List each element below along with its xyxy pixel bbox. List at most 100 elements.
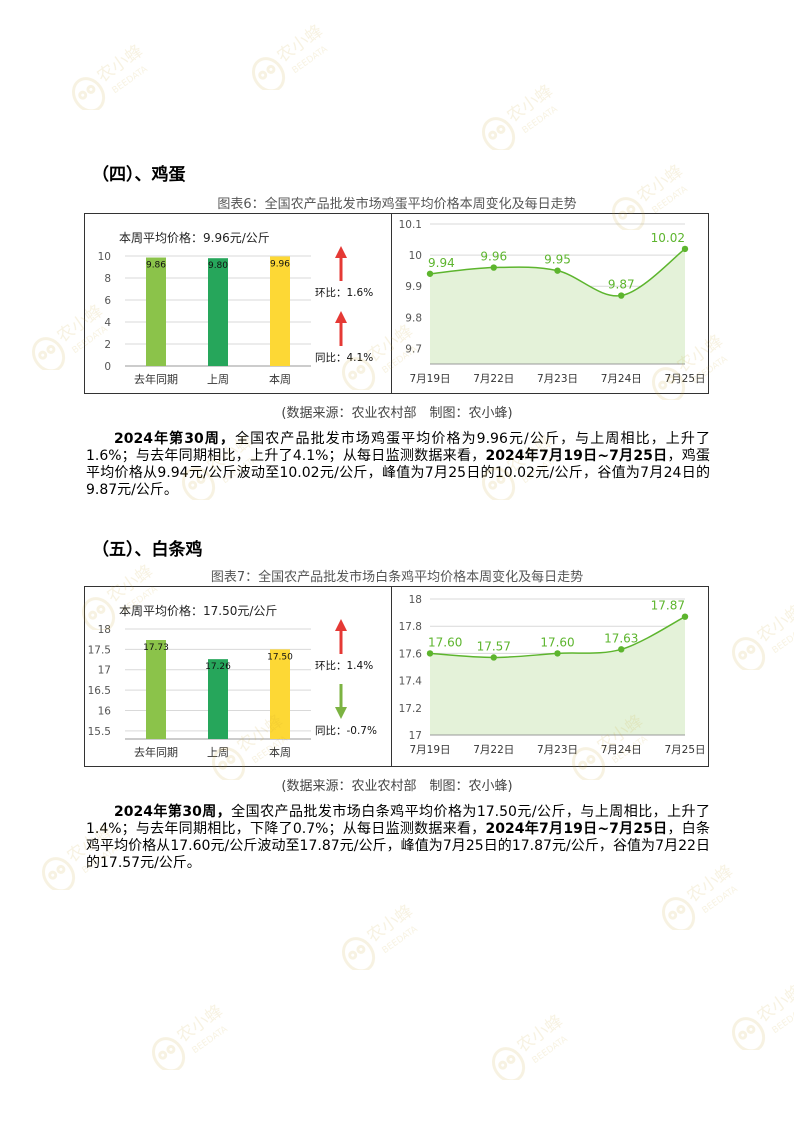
yoy-ratio-arrow-shaft bbox=[339, 322, 343, 346]
svg-text:农小蜂: 农小蜂 bbox=[174, 1001, 227, 1047]
paragraph-eggs: 2024年第30周，全国农产品批发市场鸡蛋平均价格为9.96元/公斤，与上周相比… bbox=[86, 431, 710, 499]
panel-divider bbox=[391, 214, 392, 393]
y-tick-label: 17 bbox=[409, 730, 422, 742]
x-category-label: 去年同期 bbox=[134, 745, 178, 759]
data-point bbox=[426, 650, 434, 657]
y-tick-label: 9.7 bbox=[405, 343, 422, 355]
data-source-eggs: (数据来源：农业农村部 制图：农小蜂) bbox=[281, 406, 513, 421]
x-category-label: 7月22日 bbox=[473, 744, 514, 756]
bar-2 bbox=[270, 649, 290, 739]
y-tick-label: 2 bbox=[104, 339, 111, 351]
data-label: 17.60 bbox=[540, 635, 574, 649]
data-label: 17.87 bbox=[651, 599, 685, 613]
chart-panel-eggs: 本周平均价格：9.96元/公斤 0 2 4 6 8 10 9.86 去年同期 9.80 上周 9.96… bbox=[84, 213, 709, 394]
ring-ratio-arrow-shaft bbox=[339, 257, 343, 281]
paragraph-chicken: 2024年第30周，全国农产品批发市场白条鸡平均价格为17.50元/公斤，与上周… bbox=[86, 804, 710, 872]
y-tick-label: 17.5 bbox=[88, 644, 111, 656]
x-category-label: 7月23日 bbox=[537, 744, 578, 756]
svg-text:BEEDATA: BEEDATA bbox=[701, 884, 741, 916]
svg-text:BEEDATA: BEEDATA bbox=[191, 1024, 231, 1056]
bar-value-label: 17.73 bbox=[143, 643, 169, 653]
data-point bbox=[618, 646, 625, 653]
y-tick-label: 6 bbox=[104, 295, 111, 307]
y-tick-label: 16.5 bbox=[88, 685, 111, 697]
bar-chart-eggs: 本周平均价格：9.96元/公斤 0 2 4 6 8 10 9.86 去年同期 9.80 上周 9.96… bbox=[98, 230, 311, 386]
para-text: 全国农产品批发市场鸡蛋平均价格为9.96元/公斤，与上周相比，上升了1.6%；与… bbox=[86, 431, 710, 464]
svg-text:BEEDATA: BEEDATA bbox=[531, 1034, 571, 1066]
bar-0 bbox=[146, 640, 166, 739]
x-category-label: 7月22日 bbox=[473, 373, 514, 385]
section-title-chicken: （五）、白条鸡 bbox=[92, 540, 203, 560]
x-category-label: 7月24日 bbox=[601, 373, 642, 385]
x-category-label: 7月19日 bbox=[409, 373, 450, 385]
yoy-ratio-label: 同比：-0.7% bbox=[315, 724, 377, 737]
side-indicators-chicken: 环比：1.4% 同比：-0.7% bbox=[315, 619, 377, 737]
figure-caption-eggs: 图表6：全国农产品批发市场鸡蛋平均价格本周变化及每日走势 bbox=[217, 197, 577, 212]
x-category-label: 本周 bbox=[269, 372, 291, 386]
svg-text:BEEDATA: BEEDATA bbox=[521, 104, 561, 136]
svg-text:农小蜂: 农小蜂 bbox=[364, 901, 417, 947]
para-text: ，白条鸡平均价格从17.60元/公斤波动至17.87元/公斤，峰值为7月25日的… bbox=[86, 821, 710, 871]
svg-text:农小蜂: 农小蜂 bbox=[514, 1011, 567, 1057]
data-label: 9.96 bbox=[480, 250, 507, 264]
weekly-average-label: 本周平均价格：17.50元/公斤 bbox=[119, 603, 277, 618]
y-tick-label: 10.1 bbox=[399, 219, 422, 231]
data-label: 17.63 bbox=[604, 631, 638, 645]
panel-divider bbox=[391, 587, 392, 766]
data-label: 9.87 bbox=[608, 278, 635, 292]
x-category-label: 7月24日 bbox=[601, 744, 642, 756]
x-category-label: 上周 bbox=[207, 746, 229, 759]
weekly-average-label: 本周平均价格：9.96元/公斤 bbox=[119, 230, 270, 245]
bar-2 bbox=[270, 256, 290, 366]
data-point bbox=[490, 264, 497, 271]
svg-text:农小蜂: 农小蜂 bbox=[754, 601, 794, 647]
y-tick-label: 17.2 bbox=[399, 703, 422, 715]
svg-text:农小蜂: 农小蜂 bbox=[274, 21, 327, 67]
x-category-label: 7月19日 bbox=[409, 744, 450, 756]
svg-text:农小蜂: 农小蜂 bbox=[504, 81, 557, 127]
svg-text:BEEDATA: BEEDATA bbox=[291, 44, 331, 76]
yoy-ratio-up-arrow-icon bbox=[335, 311, 347, 323]
data-point bbox=[681, 613, 689, 620]
y-tick-label: 17.4 bbox=[399, 676, 423, 688]
data-point bbox=[426, 270, 434, 277]
bar-value-label: 17.50 bbox=[267, 652, 293, 662]
yoy-ratio-arrow-shaft bbox=[339, 684, 343, 708]
data-point bbox=[554, 267, 561, 274]
svg-text:BEEDATA: BEEDATA bbox=[771, 1004, 794, 1036]
y-tick-label: 8 bbox=[104, 273, 111, 285]
svg-text:农小蜂: 农小蜂 bbox=[754, 981, 794, 1027]
data-label: 10.02 bbox=[651, 231, 685, 245]
y-tick-label: 4 bbox=[104, 317, 111, 329]
y-tick-label: 10 bbox=[409, 250, 422, 262]
data-label: 9.94 bbox=[428, 256, 455, 270]
bar-chart-chicken: 本周平均价格：17.50元/公斤 15.5 16 16.5 17 17.5 18 17.73 去… bbox=[88, 603, 311, 759]
data-point bbox=[618, 292, 625, 299]
svg-text:BEEDATA: BEEDATA bbox=[771, 624, 794, 656]
figure-caption-chicken: 图表7：全国农产品批发市场白条鸡平均价格本周变化及每日走势 bbox=[210, 570, 584, 585]
y-tick-label: 17.8 bbox=[399, 621, 422, 633]
side-indicators-eggs: 环比：1.6% 同比：4.1% bbox=[315, 246, 373, 364]
x-category-label: 本周 bbox=[269, 745, 291, 759]
x-category-label: 去年同期 bbox=[134, 372, 178, 386]
data-label: 17.60 bbox=[428, 635, 462, 649]
bar-value-label: 9.86 bbox=[146, 261, 166, 271]
bar-1 bbox=[208, 258, 228, 366]
x-category-label: 7月25日 bbox=[664, 373, 705, 385]
y-tick-label: 17 bbox=[98, 665, 111, 677]
x-category-label: 7月23日 bbox=[537, 373, 578, 385]
data-source-chicken: (数据来源：农业农村部 制图：农小蜂) bbox=[281, 779, 513, 794]
bar-value-label: 17.26 bbox=[205, 662, 231, 672]
bar-1 bbox=[208, 659, 228, 739]
section-title-eggs: （四）、鸡蛋 bbox=[92, 165, 186, 185]
bar-value-label: 9.80 bbox=[208, 261, 228, 271]
para-bold-range: 2024年7月19日~7月25日 bbox=[485, 821, 668, 837]
ring-ratio-up-arrow-icon bbox=[335, 246, 347, 258]
y-tick-label: 15.5 bbox=[88, 726, 111, 738]
